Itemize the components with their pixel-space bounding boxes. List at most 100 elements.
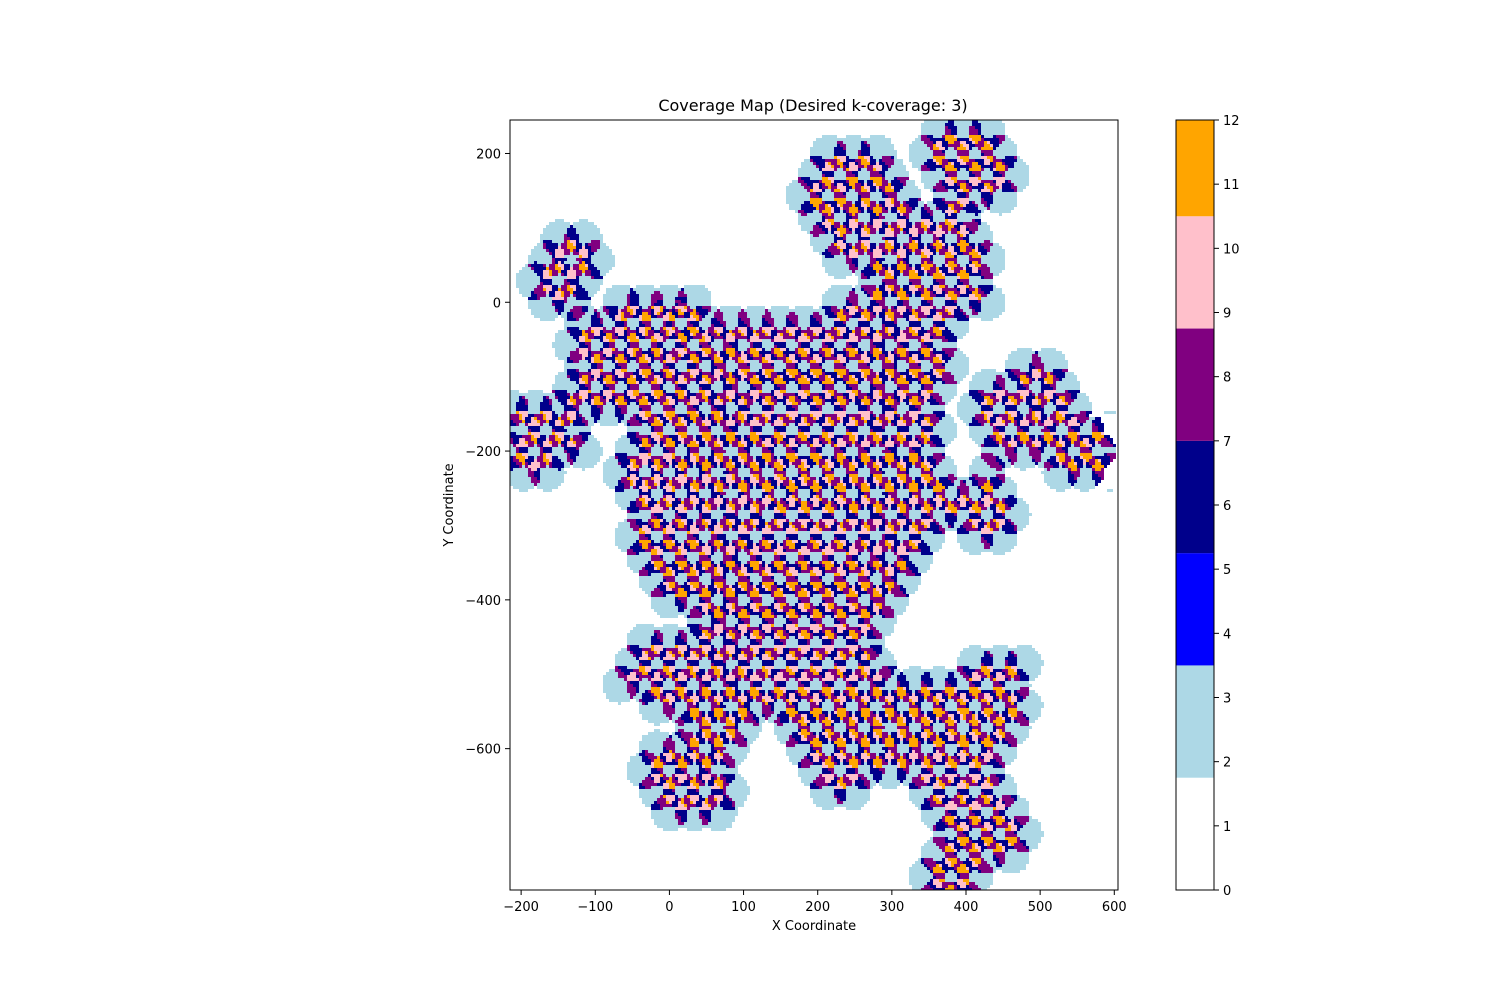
coverage-cell: [876, 288, 879, 291]
coverage-cell: [747, 417, 753, 420]
coverage-cell: [717, 396, 720, 399]
coverage-cell: [810, 366, 822, 369]
coverage-cell: [1005, 426, 1017, 429]
coverage-cell: [969, 426, 993, 429]
coverage-cell: [942, 165, 945, 168]
coverage-cell: [1002, 159, 1017, 162]
coverage-cell: [924, 285, 930, 288]
coverage-cell: [738, 360, 744, 363]
coverage-cell: [927, 231, 933, 234]
coverage-cell: [648, 381, 651, 384]
coverage-cell: [624, 417, 630, 420]
coverage-cell: [612, 318, 615, 321]
coverage-cell: [948, 312, 951, 315]
coverage-cell: [639, 321, 642, 324]
coverage-cell: [909, 294, 912, 297]
coverage-cell: [909, 153, 933, 156]
coverage-cell: [849, 252, 858, 255]
coverage-cell: [639, 363, 648, 366]
coverage-cell: [654, 303, 663, 306]
coverage-cell: [645, 396, 648, 399]
coverage-cell: [699, 390, 705, 393]
coverage-cell: [888, 354, 894, 357]
coverage-cell: [939, 357, 942, 360]
coverage-cell: [717, 318, 723, 321]
coverage-cell: [897, 216, 906, 219]
coverage-cell: [915, 435, 921, 438]
coverage-cell: [666, 381, 672, 384]
coverage-cell: [933, 429, 957, 432]
coverage-cell: [552, 300, 564, 303]
coverage-cell: [798, 327, 801, 330]
coverage-cell: [879, 201, 885, 204]
coverage-cell: [852, 330, 855, 333]
coverage-cell: [618, 309, 621, 312]
coverage-cell: [831, 222, 834, 225]
coverage-cell: [1008, 423, 1014, 426]
coverage-cell: [564, 261, 579, 264]
coverage-cell: [954, 147, 957, 150]
coverage-cell: [894, 285, 900, 288]
coverage-cell: [840, 210, 843, 213]
coverage-cell: [969, 264, 975, 267]
coverage-cell: [660, 384, 663, 387]
coverage-cell: [867, 375, 876, 378]
coverage-cell: [666, 306, 672, 309]
coverage-cell: [933, 252, 936, 255]
coverage-cell: [888, 372, 894, 375]
coverage-cell: [741, 375, 747, 378]
coverage-cell: [765, 309, 768, 312]
coverage-cell: [660, 435, 663, 438]
coverage-cell: [807, 354, 810, 357]
coverage-cell: [921, 285, 924, 288]
coverage-cell: [978, 132, 981, 135]
coverage-cell: [858, 150, 861, 153]
coverage-cell: [762, 342, 774, 345]
coverage-cell: [627, 432, 636, 435]
coverage-cell: [1086, 411, 1092, 414]
coverage-cell: [717, 330, 723, 333]
coverage-cell: [948, 189, 954, 192]
coverage-cell: [627, 402, 630, 405]
coverage-cell: [882, 264, 888, 267]
coverage-cell: [798, 369, 801, 372]
coverage-cell: [696, 411, 699, 414]
coverage-cell: [885, 228, 891, 231]
coverage-cell: [1047, 426, 1056, 429]
coverage-cell: [582, 402, 588, 405]
coverage-cell: [795, 324, 798, 327]
coverage-cell: [966, 285, 969, 288]
coverage-cell: [558, 288, 561, 291]
coverage-cell: [633, 348, 639, 351]
coverage-cell: [954, 207, 963, 210]
coverage-cell: [912, 375, 915, 378]
coverage-cell: [747, 333, 753, 336]
coverage-cell: [909, 429, 921, 432]
coverage-cell: [618, 363, 627, 366]
coverage-cell: [684, 396, 687, 399]
coverage-cell: [885, 258, 897, 261]
coverage-cell: [738, 321, 744, 324]
coverage-cell: [786, 201, 804, 204]
coverage-cell: [957, 126, 969, 129]
coverage-cell: [684, 402, 687, 405]
coverage-cell: [603, 336, 606, 339]
coverage-cell: [873, 165, 882, 168]
coverage-cell: [678, 327, 684, 330]
coverage-cell: [540, 405, 552, 408]
coverage-cell: [690, 333, 693, 336]
coverage-cell: [951, 177, 957, 180]
coverage-cell: [993, 423, 1005, 426]
coverage-cell: [969, 273, 981, 276]
coverage-cell: [870, 219, 873, 222]
coverage-cell: [690, 357, 699, 360]
coverage-cell: [561, 417, 567, 420]
coverage-cell: [582, 258, 591, 261]
coverage-cell: [939, 282, 945, 285]
coverage-cell: [552, 345, 579, 348]
coverage-cell: [945, 309, 948, 312]
coverage-cell: [882, 408, 894, 411]
coverage-cell: [771, 420, 774, 423]
coverage-cell: [696, 333, 702, 336]
coverage-cell: [666, 327, 672, 330]
